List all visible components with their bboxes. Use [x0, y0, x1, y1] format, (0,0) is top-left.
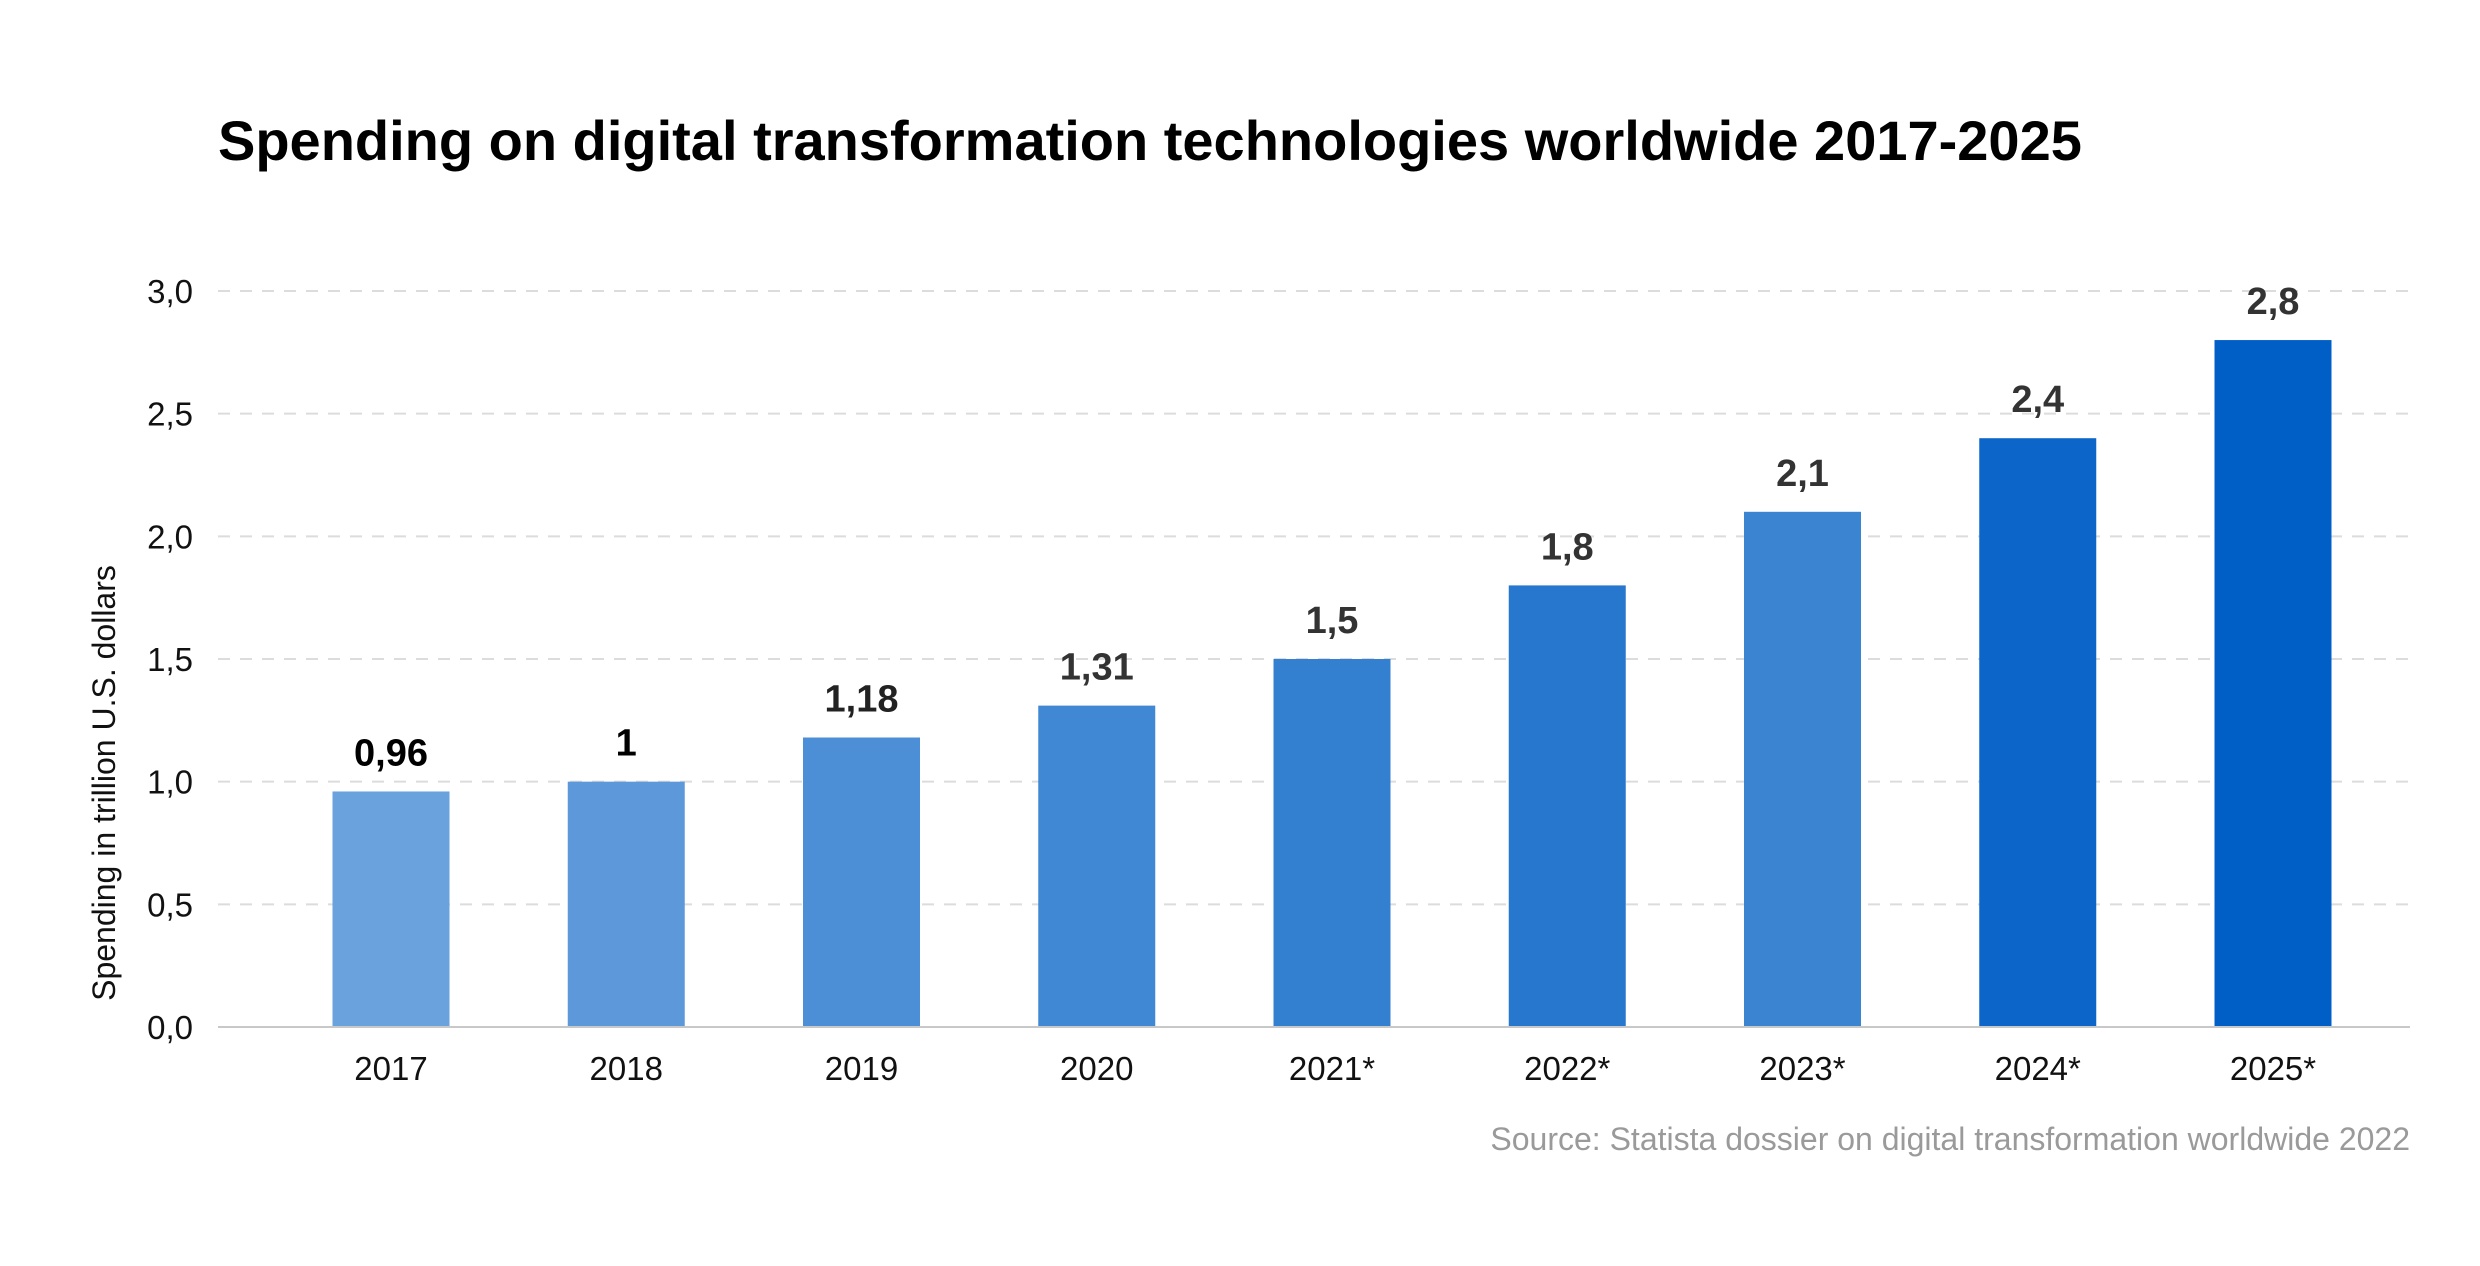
bar-2022-projected: [1508, 585, 1626, 1027]
y-tick-label: 0,5: [147, 886, 193, 923]
y-tick-label: 2,0: [147, 518, 193, 555]
value-label: 2,1: [1776, 453, 1829, 495]
bar-2025-projected: [2214, 340, 2332, 1028]
bar-2017: [332, 791, 450, 1027]
bar-2021-projected: [1273, 659, 1391, 1027]
x-tick-label: 2024*: [1995, 1050, 2081, 1087]
chart-title: Spending on digital transformation techn…: [218, 109, 2082, 172]
x-tick-label: 2021*: [1289, 1050, 1375, 1087]
value-label: 2,4: [2011, 379, 2064, 421]
bar-2019: [803, 737, 920, 1027]
y-tick-label: 1,0: [147, 764, 193, 801]
value-label: 1,8: [1541, 526, 1594, 568]
value-label: 1,31: [1060, 647, 1134, 689]
value-label: 1,18: [825, 679, 899, 721]
y-tick-label: 3,0: [147, 273, 193, 310]
bars: [332, 340, 2332, 1028]
x-tick-label: 2023*: [1759, 1050, 1845, 1087]
bar-2024-projected: [1979, 438, 2097, 1027]
value-label: 1,5: [1306, 600, 1359, 642]
value-label: 1: [616, 723, 637, 765]
y-tick-label: 0,0: [147, 1009, 193, 1046]
y-tick-label: 1,5: [147, 641, 193, 678]
source-note: Source: Statista dossier on digital tran…: [1490, 1121, 2410, 1157]
value-label: 0,96: [354, 732, 428, 774]
x-tick-label: 2019: [825, 1050, 898, 1087]
x-tick-label: 2020: [1060, 1050, 1133, 1087]
bar-2020: [1038, 705, 1156, 1027]
x-axis-ticks: 2017 2018 2019 2020 2021* 2022* 2023* 2024* 2025…: [354, 1050, 2316, 1087]
x-tick-label: 2025*: [2230, 1050, 2316, 1087]
x-tick-label: 2018: [590, 1050, 663, 1087]
y-axis-label: Spending in trillion U.S. dollars: [86, 565, 122, 1001]
x-tick-label: 2022*: [1524, 1050, 1610, 1087]
y-tick-label: 2,5: [147, 396, 193, 433]
bar-2018: [567, 781, 685, 1027]
value-label: 2,8: [2247, 281, 2300, 323]
value-labels: 0,96 1 1,18 1,31 1,5 1,8 2,1 2,4 2,8: [354, 281, 2299, 774]
x-tick-label: 2017: [354, 1050, 427, 1087]
bar-2023-projected: [1744, 511, 1861, 1027]
y-axis-ticks: 0,0 0,5 1,0 1,5 2,0 2,5 3,0: [147, 273, 193, 1046]
